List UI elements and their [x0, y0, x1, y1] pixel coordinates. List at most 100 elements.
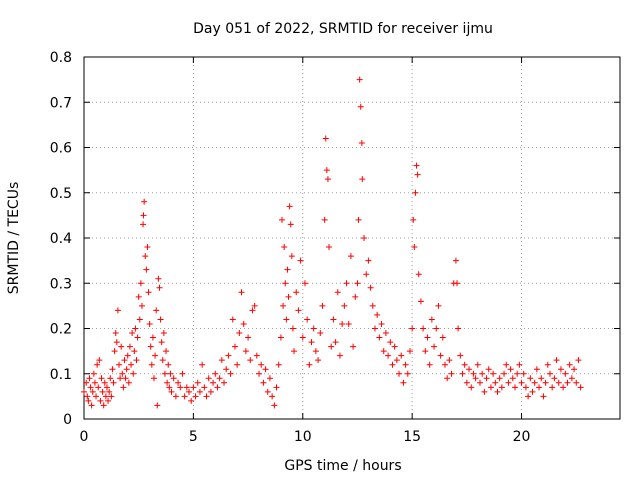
- data-point: [518, 379, 525, 386]
- data-point: [361, 235, 368, 241]
- data-point: [568, 375, 575, 382]
- data-point: [167, 370, 174, 377]
- data-point: [385, 352, 392, 359]
- data-point: [238, 289, 245, 296]
- data-point: [326, 244, 333, 251]
- data-point: [214, 384, 221, 391]
- data-point: [573, 379, 580, 386]
- data-point: [371, 325, 378, 332]
- data-point: [339, 320, 346, 327]
- y-tick-label: 0.4: [50, 231, 72, 247]
- chart-title: Day 051 of 2022, SRMTID for receiver ijm…: [193, 21, 493, 37]
- data-point: [133, 357, 140, 364]
- data-point: [172, 393, 179, 400]
- data-point: [158, 339, 165, 346]
- data-point: [84, 393, 91, 400]
- data-point: [126, 343, 133, 350]
- data-point: [355, 216, 362, 223]
- data-point: [400, 379, 407, 386]
- data-point: [566, 361, 573, 368]
- data-point: [288, 253, 295, 260]
- data-point: [472, 375, 479, 382]
- data-point: [192, 393, 199, 400]
- x-tick-label: 20: [513, 429, 531, 445]
- data-point: [280, 302, 287, 309]
- data-point: [125, 379, 132, 386]
- data-point: [102, 393, 109, 400]
- data-point: [468, 384, 475, 391]
- data-point: [203, 393, 210, 400]
- data-point: [476, 379, 483, 386]
- data-point: [111, 348, 118, 355]
- data-point: [86, 375, 93, 382]
- data-point: [564, 379, 571, 386]
- data-point: [404, 370, 411, 377]
- data-point: [100, 402, 107, 409]
- data-point: [544, 361, 551, 368]
- data-point: [140, 212, 147, 219]
- data-point: [378, 320, 385, 327]
- data-point: [231, 343, 238, 350]
- data-point: [374, 311, 381, 318]
- data-point: [91, 379, 98, 386]
- data-point: [503, 361, 510, 368]
- data-point: [389, 361, 396, 368]
- data-point: [498, 384, 505, 391]
- data-point: [101, 379, 108, 386]
- data-point: [147, 343, 154, 350]
- data-point: [234, 361, 241, 368]
- data-point: [164, 379, 171, 386]
- data-point: [134, 334, 141, 341]
- data-point: [282, 280, 289, 287]
- data-point: [157, 316, 164, 323]
- data-point: [236, 330, 243, 337]
- data-point: [88, 402, 95, 409]
- data-point: [410, 216, 417, 223]
- data-point: [177, 384, 184, 391]
- data-point: [542, 379, 549, 386]
- data-point: [154, 402, 161, 409]
- data-point: [492, 379, 499, 386]
- data-point: [435, 302, 442, 309]
- data-point: [525, 393, 532, 400]
- data-point: [247, 357, 254, 364]
- data-point: [110, 379, 117, 386]
- data-point: [553, 357, 560, 364]
- data-point: [183, 384, 190, 391]
- data-point: [283, 316, 290, 323]
- y-tick-label: 0.2: [50, 322, 72, 338]
- data-point: [546, 370, 553, 377]
- data-point: [324, 176, 331, 183]
- data-point: [196, 388, 203, 395]
- data-point: [107, 375, 114, 382]
- data-point: [131, 348, 138, 355]
- data-point: [299, 334, 306, 341]
- data-point: [249, 307, 256, 314]
- data-point: [179, 370, 186, 377]
- data-point: [145, 289, 152, 296]
- data-point: [138, 302, 145, 309]
- data-point: [555, 379, 562, 386]
- data-point: [483, 375, 490, 382]
- data-point: [398, 352, 405, 359]
- data-point: [123, 366, 130, 373]
- data-point: [571, 366, 578, 373]
- data-point: [577, 384, 584, 391]
- data-point: [417, 298, 424, 305]
- data-point: [295, 307, 302, 314]
- data-point: [501, 370, 508, 377]
- data-point: [140, 221, 147, 228]
- data-point: [266, 375, 273, 382]
- data-point: [90, 370, 97, 377]
- data-point: [242, 348, 249, 355]
- data-point: [160, 330, 167, 337]
- data-point: [218, 357, 225, 364]
- data-point: [452, 257, 459, 264]
- data-point: [124, 352, 131, 359]
- data-point: [132, 325, 139, 332]
- data-point: [310, 325, 317, 332]
- data-point: [87, 384, 94, 391]
- data-point: [146, 320, 153, 327]
- data-point: [212, 370, 219, 377]
- data-point: [216, 375, 223, 382]
